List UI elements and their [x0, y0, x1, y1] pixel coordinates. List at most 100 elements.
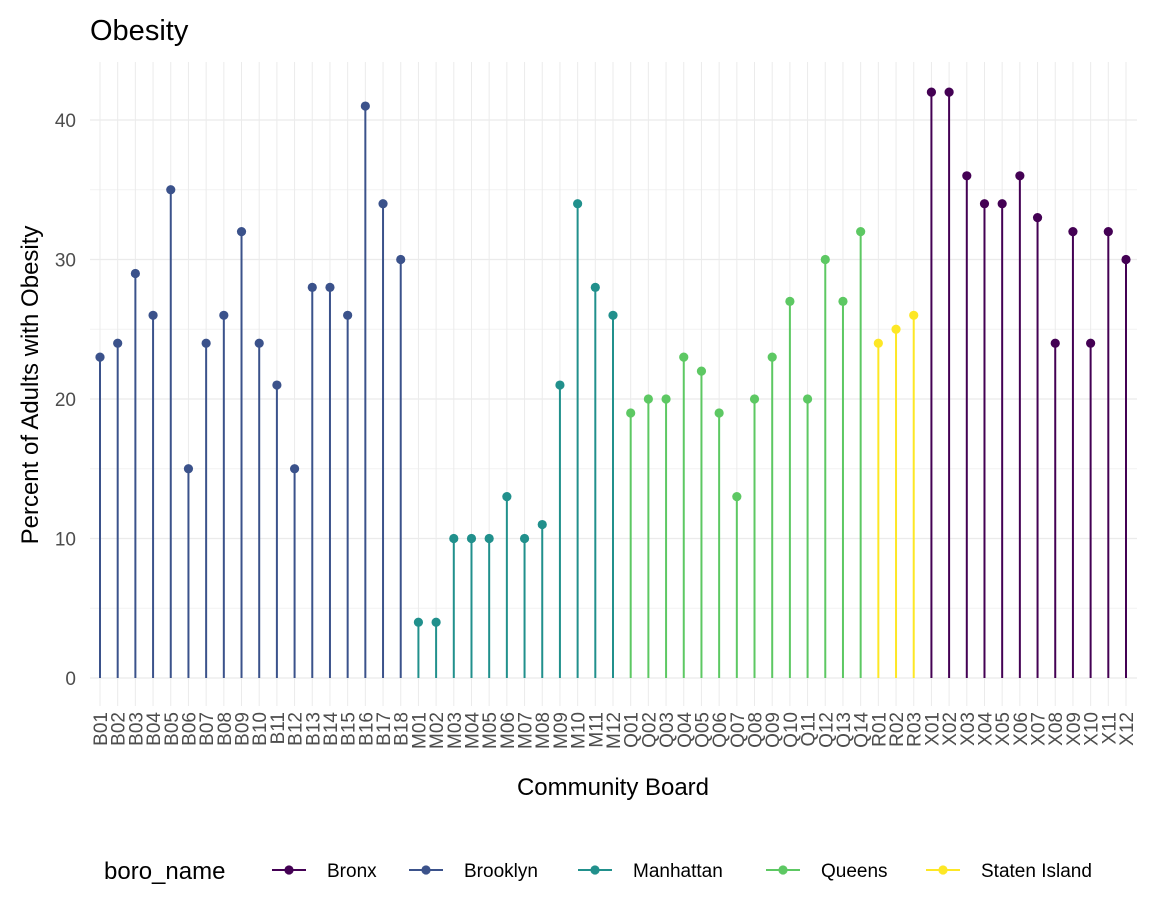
- x-tick-label: M12: [604, 712, 625, 749]
- data-point: [307, 282, 317, 292]
- x-tick-label: M08: [533, 712, 554, 749]
- data-point: [201, 338, 211, 348]
- data-point: [166, 185, 176, 195]
- data-point: [661, 394, 671, 404]
- data-point: [183, 464, 194, 474]
- data-point: [1121, 254, 1131, 265]
- y-axis-ticks: 0 10 20 30 40: [55, 111, 76, 690]
- data-point: [643, 394, 653, 404]
- data-point: [820, 254, 830, 265]
- data-point: [838, 296, 848, 306]
- x-tick-label: X08: [1046, 712, 1067, 746]
- x-tick-label: B10: [250, 712, 271, 746]
- data-point: [148, 310, 158, 320]
- y-tick-label: 0: [65, 669, 76, 690]
- points: [95, 87, 1131, 627]
- x-tick-label: B07: [197, 712, 218, 746]
- stems: [99, 92, 1127, 678]
- x-tick-label: M10: [569, 712, 590, 749]
- x-tick-label: B16: [356, 712, 377, 746]
- data-point: [679, 352, 689, 362]
- x-tick-label: M03: [445, 712, 466, 749]
- data-point: [962, 171, 972, 181]
- x-tick-label: B15: [339, 712, 360, 746]
- x-tick-label: Q04: [675, 712, 696, 748]
- data-point: [767, 352, 777, 362]
- x-tick-label: R03: [905, 712, 926, 747]
- legend-label: Queens: [821, 861, 888, 882]
- legend-title: boro_name: [104, 858, 225, 885]
- x-tick-label: Q08: [746, 712, 767, 748]
- x-tick-label: M02: [427, 712, 448, 749]
- x-tick-label: B04: [144, 712, 165, 746]
- data-point: [219, 310, 229, 320]
- legend-key-point: [938, 865, 948, 875]
- x-tick-label: X04: [975, 712, 996, 746]
- x-tick-label: X02: [940, 712, 961, 746]
- x-tick-label: Q02: [639, 712, 660, 748]
- x-tick-label: X05: [993, 712, 1014, 746]
- data-point: [325, 282, 335, 292]
- x-tick-label: X06: [1011, 712, 1032, 746]
- data-point: [590, 282, 600, 292]
- data-point: [944, 87, 954, 97]
- data-point: [537, 519, 547, 530]
- data-point: [785, 296, 795, 306]
- chart-title: Obesity: [90, 15, 189, 47]
- x-tick-label: X03: [958, 712, 979, 746]
- x-tick-label: X09: [1064, 712, 1085, 746]
- data-point: [1103, 227, 1113, 237]
- legend-key-point: [421, 865, 431, 875]
- data-point: [714, 408, 724, 418]
- data-point: [1050, 338, 1060, 348]
- legend: Bronx Brooklyn Manhattan Queens Staten Islan…: [272, 861, 1092, 882]
- x-tick-label: Q03: [657, 712, 678, 748]
- data-point: [413, 617, 424, 627]
- data-point: [802, 394, 813, 404]
- data-point: [608, 310, 618, 320]
- data-point: [360, 101, 370, 111]
- x-tick-label: Q11: [799, 712, 820, 747]
- data-point: [236, 227, 247, 237]
- x-tick-label: X07: [1029, 712, 1050, 746]
- x-tick-label: B03: [126, 712, 147, 746]
- legend-label: Brooklyn: [464, 861, 538, 882]
- x-tick-label: M06: [498, 712, 519, 749]
- x-tick-label: Q05: [692, 712, 713, 748]
- x-tick-label: M01: [409, 712, 430, 749]
- x-tick-label: B13: [303, 712, 324, 746]
- x-tick-label: B18: [392, 712, 413, 746]
- x-tick-label: M09: [551, 712, 572, 749]
- y-axis-title: Percent of Adults with Obesity: [17, 226, 44, 545]
- x-tick-label: B11: [268, 712, 289, 744]
- data-point: [1015, 171, 1025, 181]
- data-point: [873, 338, 883, 348]
- data-point: [573, 199, 583, 209]
- data-point: [254, 338, 264, 348]
- data-point: [484, 533, 494, 544]
- data-point: [979, 199, 990, 209]
- data-point: [519, 533, 530, 544]
- x-tick-label: Q07: [728, 712, 749, 748]
- data-point: [95, 352, 105, 362]
- x-tick-label: B08: [215, 712, 236, 746]
- legend-label: Manhattan: [633, 861, 723, 882]
- x-tick-label: Q06: [710, 712, 731, 748]
- x-tick-label: B17: [374, 712, 395, 746]
- x-tick-label: X10: [1082, 712, 1103, 746]
- x-axis-ticks: B01B02B03B04B05B06B07B08B09B10B11B12B13B…: [91, 712, 1138, 749]
- x-tick-label: R02: [887, 712, 908, 747]
- x-axis-title: Community Board: [517, 774, 709, 801]
- data-point: [732, 492, 742, 502]
- data-point: [113, 338, 123, 348]
- data-point: [502, 492, 512, 502]
- y-tick-label: 20: [55, 390, 76, 411]
- data-point: [909, 310, 919, 320]
- x-tick-label: Q01: [622, 712, 643, 748]
- x-tick-label: Q12: [816, 712, 837, 748]
- legend-key-point: [590, 865, 600, 875]
- data-point: [396, 254, 406, 265]
- data-point: [378, 199, 388, 209]
- x-tick-label: Q09: [763, 712, 784, 748]
